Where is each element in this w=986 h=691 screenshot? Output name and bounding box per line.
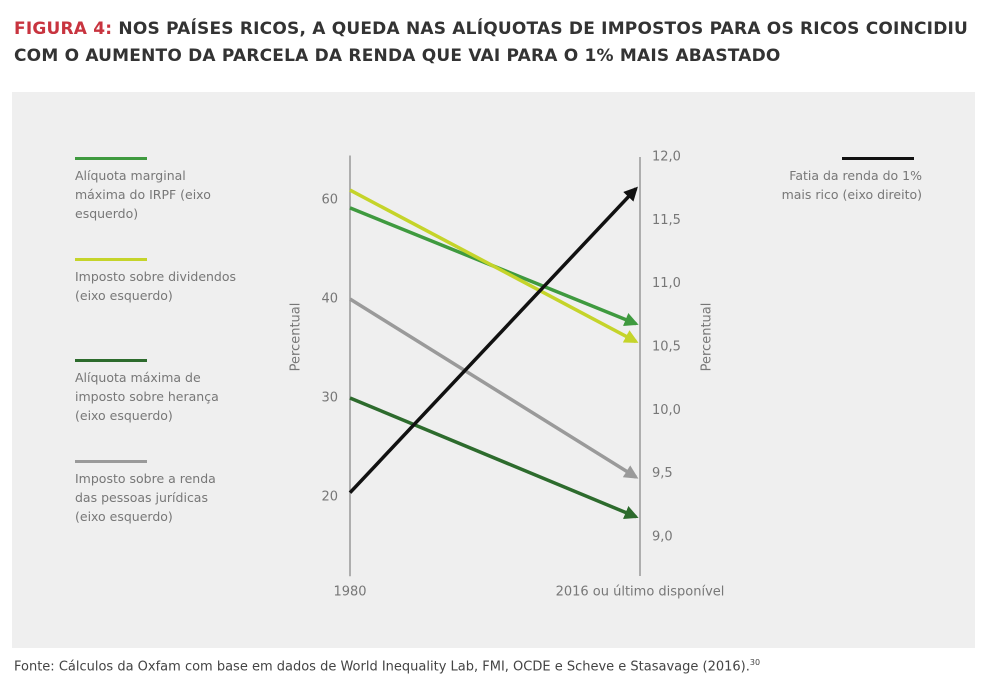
y2-axis-label: Percentual: [700, 303, 715, 372]
y-axis-label: Percentual: [289, 303, 304, 372]
y2-tick-label: 11,5: [652, 213, 681, 228]
series-line: [348, 186, 638, 494]
y2-tick-label: 10,0: [652, 403, 681, 418]
source-note: Fonte: Cálculos da Oxfam com base em dad…: [14, 658, 760, 674]
series-line: [349, 188, 639, 344]
legend-label: Imposto sobre dividendos (eixo esquerdo): [75, 269, 237, 303]
x-tick-label: 1980: [333, 585, 366, 600]
series-line: [349, 297, 639, 479]
chart-title: NOS PAÍSES RICOS, A QUEDA NAS ALÍQUOTAS …: [14, 19, 969, 66]
y2-tick-label: 11,0: [652, 276, 681, 291]
legend-entry: Alíquota máxima de imposto sobre herança…: [75, 359, 240, 425]
legend-swatch: [75, 359, 147, 362]
legend-swatch: [75, 258, 147, 261]
series-line: [349, 396, 639, 519]
figure-label: FIGURA 4:: [14, 19, 113, 39]
legend-entry: Imposto sobre dividendos (eixo esquerdo): [75, 258, 240, 305]
y-tick-label: 20: [321, 490, 338, 505]
y2-tick-label: 9,5: [652, 466, 673, 481]
chart-panel: [12, 92, 975, 648]
title-block: FIGURA 4: NOS PAÍSES RICOS, A QUEDA NAS …: [14, 16, 974, 70]
legend-label: Imposto sobre a renda das pessoas jurídi…: [75, 471, 216, 524]
legend-entry: Fatia da renda do 1% mais rico (eixo dir…: [770, 157, 922, 204]
y2-tick-label: 12,0: [652, 150, 681, 165]
footnote-ref: 30: [749, 658, 761, 667]
y2-tick-label: 10,5: [652, 340, 681, 355]
y-tick-label: 60: [321, 193, 338, 208]
legend-entry: Alíquota marginal máxima do IRPF (eixo e…: [75, 157, 240, 223]
legend-swatch: [75, 157, 147, 160]
x-tick-label: 2016 ou último disponível: [556, 585, 725, 600]
legend-entry: Imposto sobre a renda das pessoas jurídi…: [75, 460, 240, 526]
legend-label: Fatia da renda do 1% mais rico (eixo dir…: [781, 168, 922, 202]
legend-label: Alíquota marginal máxima do IRPF (eixo e…: [75, 168, 211, 221]
y-tick-label: 30: [321, 391, 338, 406]
y2-tick-label: 9,0: [652, 530, 673, 545]
source-text: Fonte: Cálculos da Oxfam com base em dad…: [14, 659, 750, 675]
legend-swatch: [75, 460, 147, 463]
legend-swatch: [842, 157, 914, 160]
legend-label: Alíquota máxima de imposto sobre herança…: [75, 370, 219, 423]
y-tick-label: 40: [321, 292, 338, 307]
